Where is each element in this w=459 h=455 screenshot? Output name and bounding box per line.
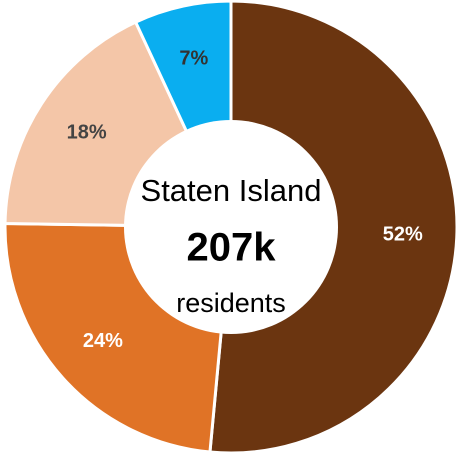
slice-label: 24% [83,330,123,352]
center-subtitle: residents [176,288,286,318]
slice-label: 52% [383,223,423,245]
center-value: 207k [187,226,277,270]
center-title: Staten Island [141,173,322,208]
slice-label: 7% [179,47,208,69]
donut-hole [124,120,338,334]
slice-label: 18% [67,122,107,144]
